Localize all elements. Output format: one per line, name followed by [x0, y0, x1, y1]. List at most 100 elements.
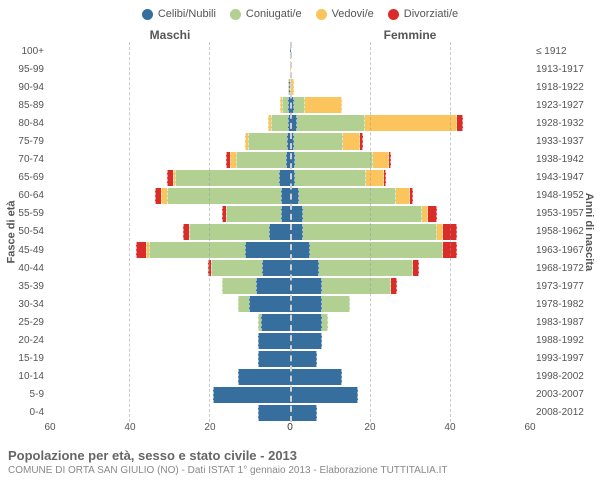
male-bar: [150, 260, 290, 276]
plot-area: Fasce di età Anni di nascita 100+95-9990…: [8, 42, 592, 422]
female-seg-coniugati: [322, 314, 328, 330]
x-axis: 6040200 0204060: [8, 422, 592, 438]
male-seg-coniugati: [226, 206, 281, 222]
female-seg-celibi: [290, 369, 342, 385]
column-headers: Maschi Femmine: [8, 28, 592, 42]
male-seg-celibi: [245, 242, 290, 258]
bar-row: [50, 187, 290, 205]
bar-row: [290, 205, 530, 223]
legend-item-celibi: Celibi/Nubili: [142, 8, 216, 20]
male-seg-coniugati: [236, 152, 286, 168]
x-ticks-female: 0204060: [290, 422, 530, 438]
legend-swatch-vedovi: [316, 9, 327, 20]
female-bar: [290, 351, 370, 367]
x-tick: 20: [204, 422, 215, 433]
female-seg-divorziati: [443, 224, 456, 240]
female-bar: [290, 314, 386, 330]
legend-item-vedovi: Vedovi/e: [316, 8, 374, 20]
bar-row: [50, 386, 290, 404]
bar-row: [290, 60, 530, 78]
male-bar: [186, 133, 290, 149]
bar-row: [50, 78, 290, 96]
bar-row: [290, 386, 530, 404]
female-seg-celibi: [290, 296, 322, 312]
female-seg-coniugati: [294, 97, 305, 113]
female-seg-celibi: [290, 387, 358, 403]
female-bar: [290, 133, 422, 149]
female-seg-divorziati: [413, 260, 419, 276]
male-seg-coniugati: [238, 296, 249, 312]
female-seg-celibi: [290, 260, 319, 276]
bar-row: [290, 223, 530, 241]
bar-row: [290, 96, 530, 114]
male-seg-celibi: [262, 260, 290, 276]
female-seg-celibi: [290, 333, 322, 349]
male-seg-celibi: [261, 314, 290, 330]
bar-row: [290, 42, 530, 60]
female-seg-vedovi: [343, 133, 361, 149]
x-tick: 40: [124, 422, 135, 433]
female-bar: [290, 260, 466, 276]
male-seg-celibi: [269, 224, 290, 240]
male-bar: [166, 152, 290, 168]
centerline: [290, 42, 292, 422]
legend-label-celibi: Celibi/Nubili: [158, 8, 216, 20]
bar-row: [50, 223, 290, 241]
female-bars-column: [290, 42, 530, 422]
chart-subtitle: COMUNE DI ORTA SAN GIULIO (NO) - Dati IS…: [8, 465, 592, 476]
male-seg-celibi: [281, 188, 290, 204]
female-seg-coniugati: [295, 152, 373, 168]
female-seg-divorziati: [428, 206, 437, 222]
y-axis-title-left: Fasce di età: [4, 42, 18, 422]
female-bar: [290, 152, 446, 168]
legend-swatch-celibi: [142, 9, 153, 20]
population-pyramid-chart: Celibi/NubiliConiugati/eVedovi/eDivorzia…: [0, 0, 600, 500]
bar-row: [50, 368, 290, 386]
male-seg-celibi: [258, 351, 290, 367]
bar-row: [50, 277, 290, 295]
female-seg-divorziati: [360, 133, 362, 149]
legend-swatch-coniugati: [230, 9, 241, 20]
male-bar: [202, 314, 290, 330]
male-seg-coniugati: [149, 242, 245, 258]
female-bar: [290, 242, 490, 258]
bar-row: [50, 259, 290, 277]
bar-row: [50, 60, 290, 78]
male-bar: [130, 224, 290, 240]
male-seg-celibi: [279, 170, 290, 186]
male-bar: [218, 115, 290, 131]
male-bar: [162, 278, 290, 294]
male-seg-celibi: [213, 387, 290, 403]
bar-row: [50, 350, 290, 368]
female-seg-coniugati: [303, 224, 436, 240]
male-seg-celibi: [281, 206, 290, 222]
bar-row: [290, 277, 530, 295]
female-seg-divorziati: [443, 242, 456, 258]
female-bar: [290, 206, 478, 222]
bar-row: [50, 205, 290, 223]
female-seg-divorziati: [384, 170, 387, 186]
female-seg-divorziati: [389, 152, 392, 168]
bar-row: [290, 332, 530, 350]
legend-label-vedovi: Vedovi/e: [332, 8, 374, 20]
bar-row: [50, 313, 290, 331]
bar-row: [50, 42, 290, 60]
male-bar: [242, 97, 290, 113]
chart-footer: Popolazione per età, sesso e stato civil…: [8, 448, 592, 476]
male-seg-divorziati: [136, 242, 146, 258]
male-bar: [162, 206, 290, 222]
male-bars-column: [50, 42, 290, 422]
female-seg-vedovi: [396, 188, 410, 204]
legend-item-divorziati: Divorziati/e: [388, 8, 458, 20]
female-seg-coniugati: [295, 170, 366, 186]
bar-row: [50, 241, 290, 259]
bar-row: [290, 313, 530, 331]
female-seg-divorziati: [391, 278, 396, 294]
male-seg-celibi: [256, 278, 290, 294]
x-tick: 20: [364, 422, 375, 433]
bar-row: [50, 114, 290, 132]
legend: Celibi/NubiliConiugati/eVedovi/eDivorzia…: [8, 8, 592, 20]
x-tick: 40: [444, 422, 455, 433]
bar-row: [290, 368, 530, 386]
male-seg-coniugati: [211, 260, 262, 276]
